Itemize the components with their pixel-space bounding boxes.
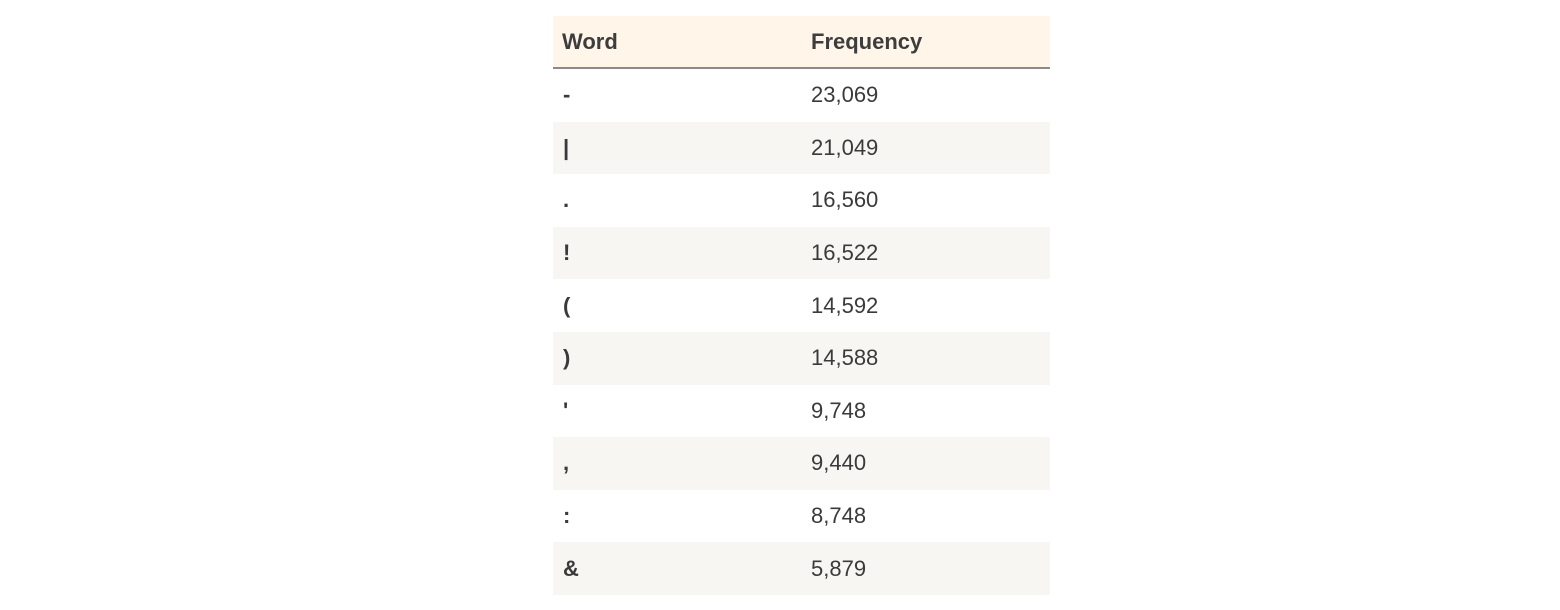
table-row: ) 14,588 [553,331,1050,385]
frequency-cell: 14,592 [811,292,879,318]
word-cell: - [563,82,571,108]
frequency-cell: 21,049 [811,134,879,160]
table-row: - 23,069 [553,68,1050,122]
table-header-row: Word Frequency [553,16,1050,69]
table-row: . 16,560 [553,174,1050,227]
word-cell: | [563,134,570,160]
frequency-cell: 23,069 [811,82,879,108]
table-row: ( 14,592 [553,279,1050,332]
table-header: Word Frequency [553,16,1050,69]
word-cell: . [563,187,570,213]
word-cell: & [563,555,579,581]
table-row: , 9,440 [553,437,1050,490]
frequency-cell: 9,748 [811,397,867,423]
word-cell: , [563,450,570,476]
frequency-cell: 14,588 [811,345,879,371]
table-row: ' 9,748 [553,384,1050,438]
word-cell: : [563,503,571,529]
column-header-word[interactable]: Word [553,16,802,69]
frequency-cell: 5,879 [811,555,867,581]
table-row: & 5,879 [553,542,1050,595]
frequency-cell: 9,440 [811,450,867,476]
word-cell: ) [563,345,571,371]
frequency-cell: 16,560 [811,187,879,213]
word-cell: ( [563,292,571,318]
frequency-cell: 16,522 [811,240,879,266]
frequency-cell: 8,748 [811,503,867,529]
word-frequency-table-container: Word Frequency - 23,069 | 21,049 . 16,56… [553,16,1050,595]
table-row: ! 16,522 [553,226,1050,280]
word-cell: ' [563,397,569,423]
word-frequency-table: Word Frequency - 23,069 | 21,049 . 16,56… [553,16,1050,595]
table-row: : 8,748 [553,489,1050,543]
table-body: - 23,069 | 21,049 . 16,560 ! 16,522 ( 14… [553,68,1050,595]
table-row: | 21,049 [553,121,1050,175]
column-header-frequency[interactable]: Frequency [802,16,1050,69]
word-cell: ! [563,240,571,266]
